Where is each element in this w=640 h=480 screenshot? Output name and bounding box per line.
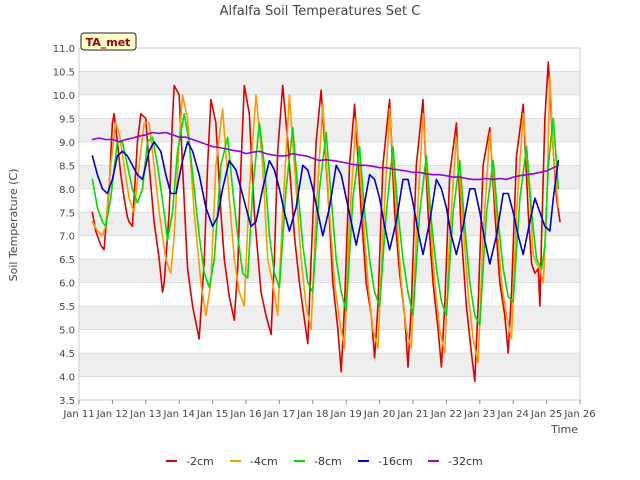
series-layer [91,61,561,383]
y-axis-ticks: 3.5 4.0 4.5 5.0 5.5 6.0 6.5 7.0 7.5 8.0 8.5 9.0 9.5 1… [53,44,75,407]
x-tick-label: Jan 21 [396,409,428,420]
legend-label: -2cm [186,455,214,468]
y-tick-label: 5.5 [59,302,75,313]
y-tick-label: 11.0 [53,44,75,55]
series-line-16cm4 [91,141,560,265]
x-tick-label: Jan 25 [530,409,562,420]
chart-title: Alfalfa Soil Temperatures Set C [220,4,421,19]
y-tick-label: 8.5 [59,161,75,172]
annotation-box: TA_met [80,32,137,51]
legend-label: -32cm [448,455,483,468]
y-tick-label: 7.0 [59,232,75,243]
y-tick-label: 4.5 [59,349,75,360]
x-tick-label: Jan 15 [196,409,228,420]
series-line-2cm1 [91,61,561,383]
legend: -2cm -4cm -8cm -16cm -32cm [166,455,483,468]
x-tick-label: Jan 14 [163,409,195,420]
legend-item: -16cm [358,455,413,468]
legend-item: -32cm [428,455,483,468]
annotation-label: TA_met [86,36,131,49]
x-axis-ticks: Jan 11 Jan 12 Jan 13 Jan 14 Jan 15 Jan 16 Jan … [62,400,596,420]
plot-band [79,306,580,330]
plot-band [79,353,580,377]
series-line-4cm2 [91,75,560,364]
plot-frame [78,47,581,401]
legend-label: -4cm [250,455,278,468]
x-tick-label: Jan 20 [363,409,395,420]
x-tick-label: Jan 24 [497,409,529,420]
y-tick-label: 10.5 [53,67,75,78]
legend-label: -8cm [314,455,342,468]
y-tick-label: 9.0 [59,138,75,149]
x-tick-label: Jan 18 [296,409,328,420]
y-tick-label: 5.0 [59,326,75,337]
y-tick-label: 3.5 [59,396,75,407]
legend-item: -8cm [294,455,342,468]
y-tick-label: 9.5 [59,114,75,125]
x-tick-label: Jan 17 [263,409,295,420]
x-tick-label: Jan 23 [463,409,495,420]
x-axis-label: Time [550,423,578,436]
x-tick-label: Jan 16 [229,409,261,420]
y-tick-label: 4.0 [59,373,75,384]
plot-band [79,71,580,95]
legend-item: -2cm [166,455,214,468]
y-axis-label: Soil Temperature (C) [7,169,20,282]
x-tick-label: Jan 19 [330,409,362,420]
x-tick-label: Jan 11 [62,409,94,420]
x-tick-label: Jan 26 [563,409,595,420]
y-tick-label: 7.5 [59,208,75,219]
y-tick-label: 6.5 [59,255,75,266]
y-tick-label: 8.0 [59,185,75,196]
x-tick-label: Jan 22 [430,409,462,420]
x-tick-label: Jan 12 [96,409,128,420]
y-tick-label: 6.0 [59,279,75,290]
plot-band [79,118,580,142]
legend-label: -16cm [378,455,413,468]
x-tick-label: Jan 13 [129,409,161,420]
y-tick-label: 10.0 [53,91,75,102]
legend-item: -4cm [230,455,278,468]
series-line-32cm5 [91,131,560,181]
